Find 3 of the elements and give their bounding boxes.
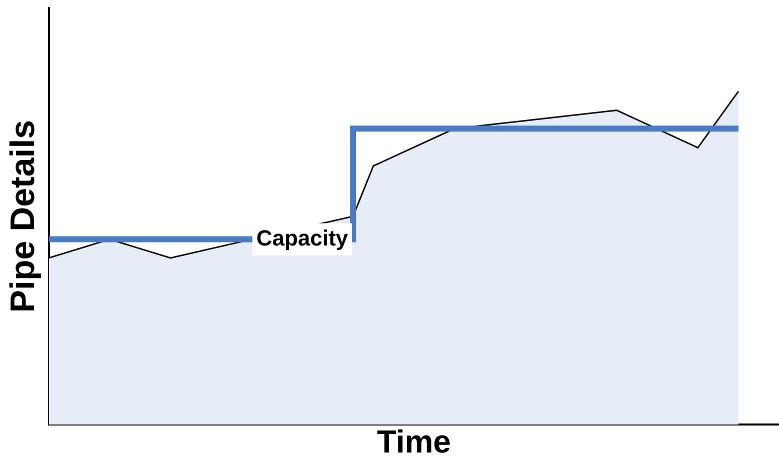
y-axis-title: Pipe Details [4,120,42,313]
x-axis-title: Time [376,424,451,460]
annotation: Capacity [256,225,349,250]
